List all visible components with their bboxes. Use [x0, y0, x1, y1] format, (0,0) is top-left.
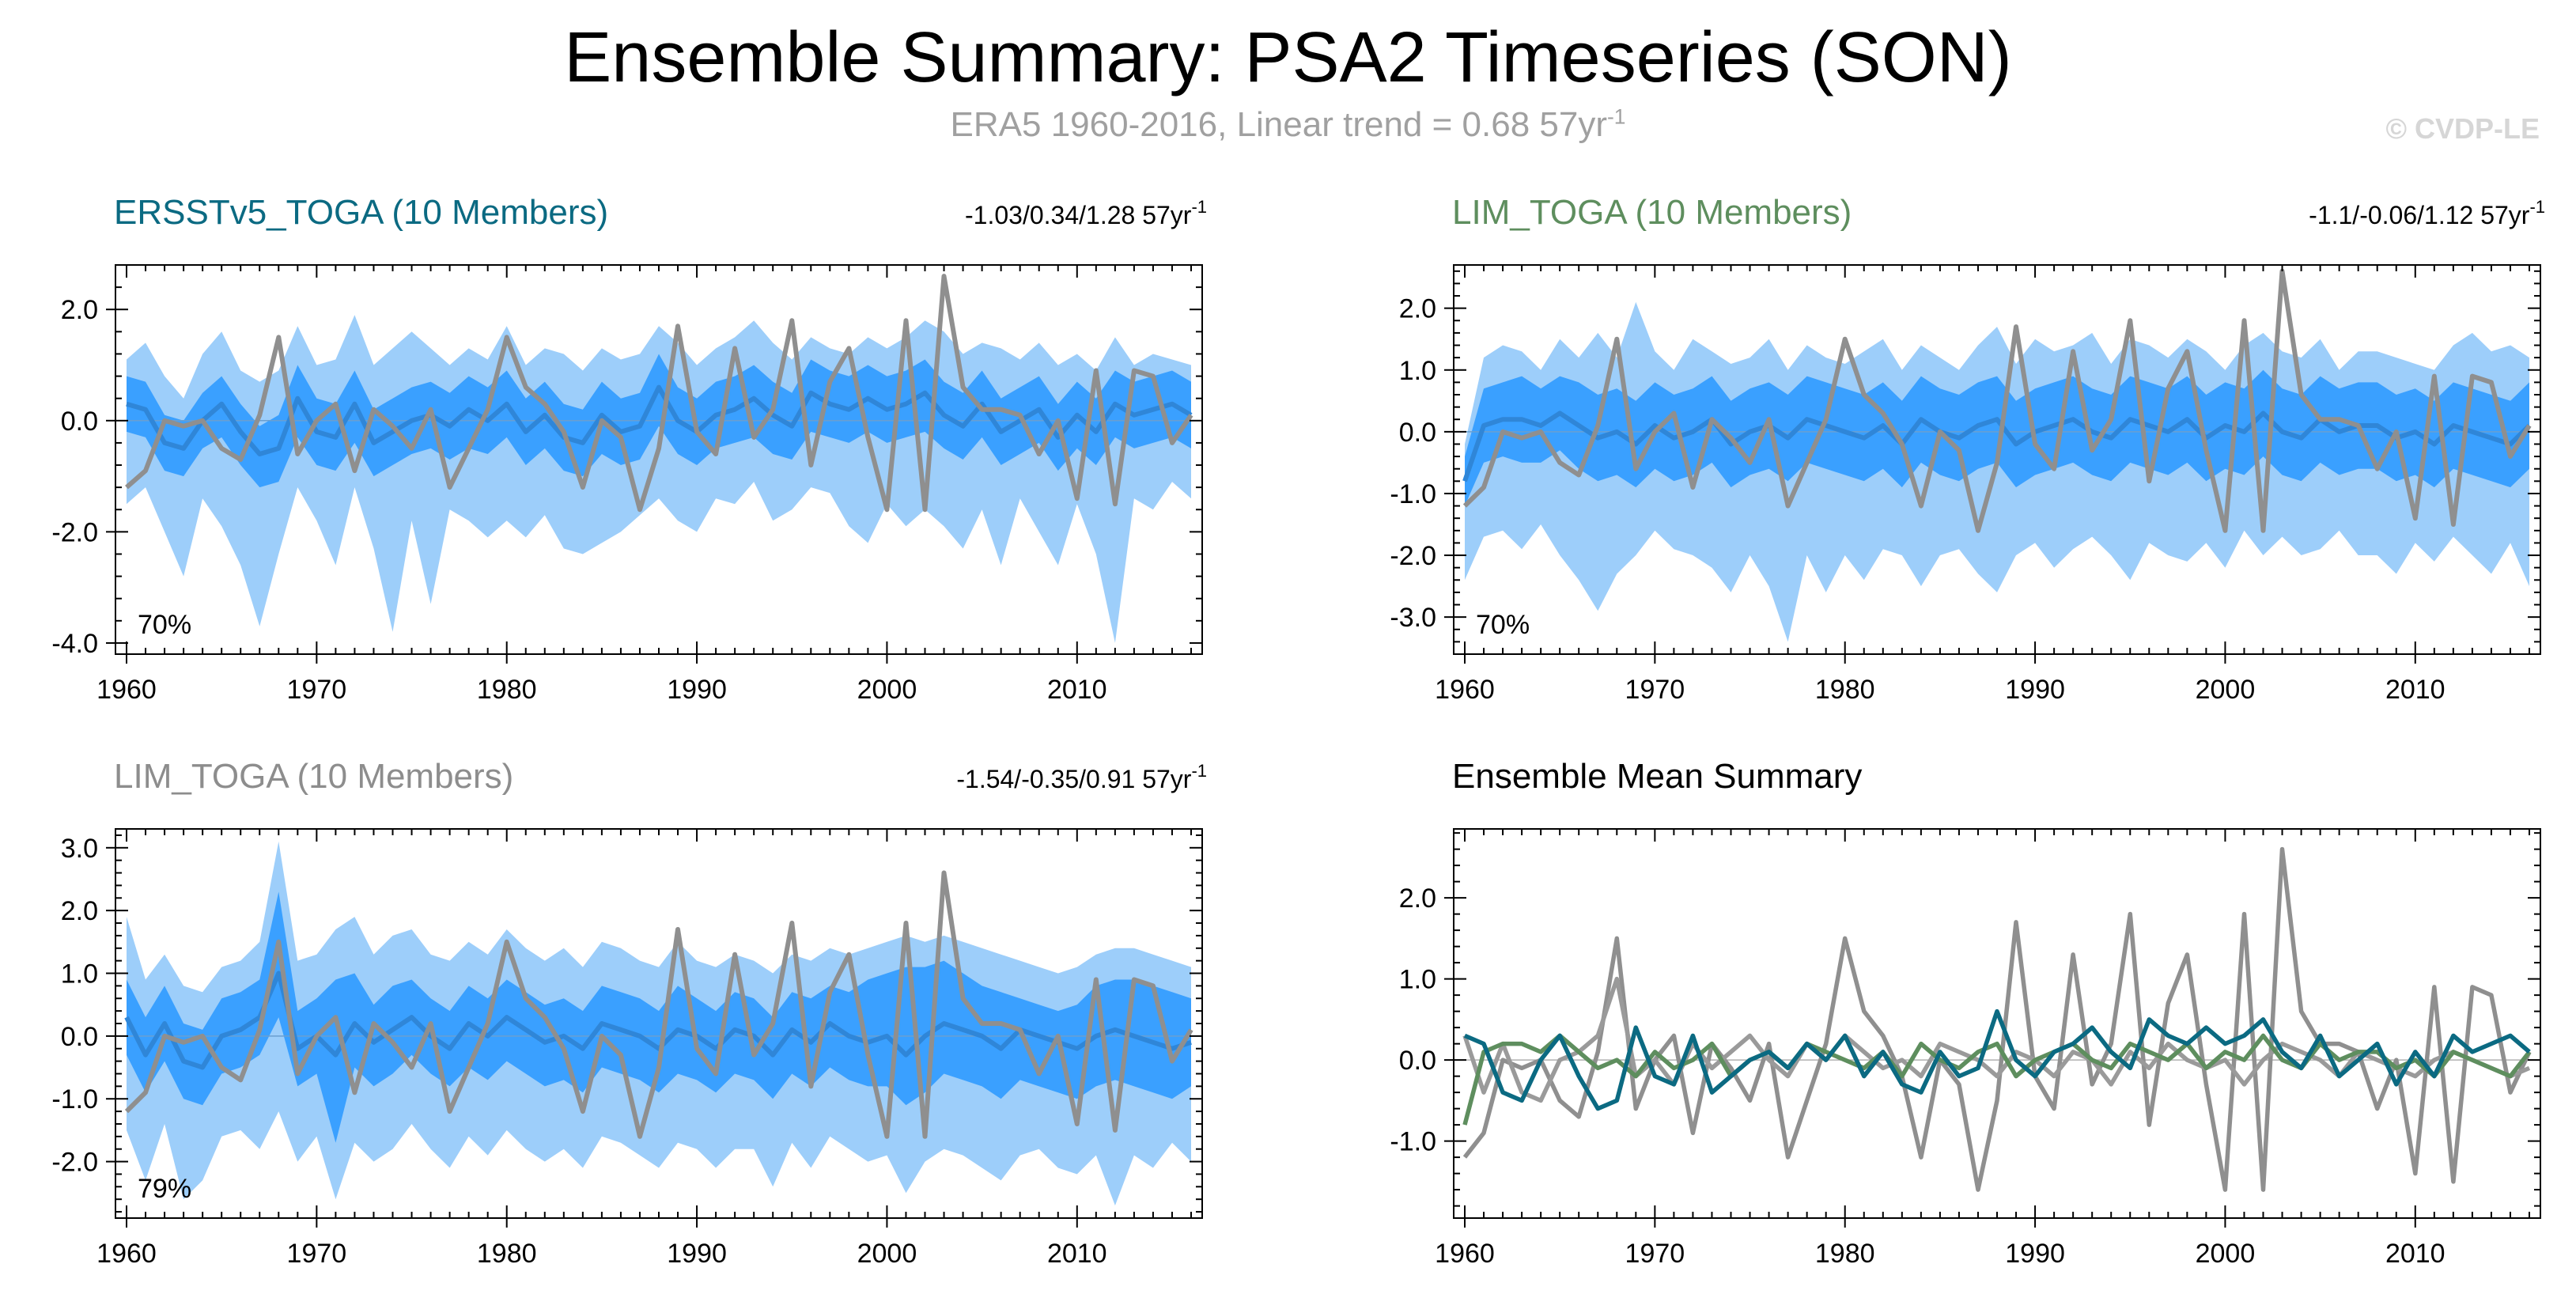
- series-line-4: [1463, 1008, 2531, 1111]
- panel-trend: -1.1/-0.06/1.12 57yr-1: [2309, 197, 2545, 229]
- x-tick-label: 1990: [667, 1239, 727, 1269]
- panel-title: Ensemble Mean Summary: [1452, 757, 1862, 796]
- subtitle-sup: -1: [1607, 104, 1626, 129]
- x-tick-label: 1970: [287, 675, 347, 705]
- y-tick-label: 2.0: [61, 295, 98, 325]
- plot-area: [115, 274, 1202, 643]
- x-tick-label: 1980: [1815, 675, 1875, 705]
- panel-trend: -1.54/-0.35/0.91 57yr-1: [956, 761, 1207, 793]
- panel-trend-value: -1.54/-0.35/0.91 57yr: [956, 765, 1191, 793]
- subtitle-text: ERA5 1960-2016, Linear trend = 0.68 57yr: [950, 105, 1607, 144]
- y-tick-label: 1.0: [61, 959, 98, 989]
- main-title: Ensemble Summary: PSA2 Timeseries (SON): [564, 18, 2012, 97]
- watermark: © CVDP-LE: [2385, 112, 2540, 145]
- x-tick-label: 1970: [287, 1239, 347, 1269]
- observed-line: [1462, 268, 2532, 533]
- y-tick-label: 3.0: [61, 834, 98, 864]
- x-tick-label: 2010: [2385, 675, 2445, 705]
- plot-area: [1454, 268, 2540, 642]
- plot-frame: [1453, 828, 2541, 1219]
- x-tick-label: 1980: [477, 675, 537, 705]
- x-tick-label: 2010: [1047, 1239, 1107, 1269]
- y-tick-label: -4.0: [51, 629, 98, 659]
- spread-band-70: [1465, 369, 2529, 506]
- panel-trend-value: -1.1/-0.06/1.12 57yr: [2309, 201, 2530, 229]
- ensemble-mean-line: [1462, 411, 2532, 482]
- y-tick-label: 0.0: [1399, 1046, 1436, 1076]
- y-tick-label: -2.0: [51, 517, 98, 547]
- panel-trend-sup: -1: [2529, 197, 2545, 217]
- panel-title: LIM_TOGA (10 Members): [1452, 193, 1852, 232]
- y-tick-label: 2.0: [61, 896, 98, 926]
- chart-panel-4: Ensemble Mean Summary 1960 1970 1980 1990 200…: [1390, 757, 2541, 1269]
- x-tick-label: 1960: [1435, 675, 1495, 705]
- x-tick-label: 1970: [1625, 1239, 1685, 1269]
- y-tick-label: 1.0: [1399, 356, 1436, 386]
- panel-title: ERSSTv5_TOGA (10 Members): [114, 193, 608, 232]
- percent-label: 79%: [138, 1174, 191, 1204]
- y-tick-label: -1.0: [1390, 479, 1436, 509]
- panel-trend-sup: -1: [1191, 761, 1207, 781]
- series-line-3: [1462, 1033, 2532, 1126]
- x-tick-label: 1970: [1625, 675, 1685, 705]
- ensemble-mean-line: [124, 971, 1192, 1070]
- observed-line: [124, 870, 1193, 1139]
- y-tick-label: 1.0: [1399, 965, 1436, 995]
- y-tick-label: -1.0: [1390, 1127, 1436, 1157]
- y-tick-label: -3.0: [1390, 603, 1436, 633]
- observed-line: [125, 274, 1193, 513]
- x-tick-label: 1990: [2005, 1239, 2065, 1269]
- x-tick-label: 2000: [2196, 675, 2256, 705]
- plot-area: [1454, 846, 2540, 1192]
- y-tick-label: 0.0: [61, 407, 98, 437]
- y-tick-label: 0.0: [61, 1022, 98, 1052]
- x-tick-label: 2000: [2196, 1239, 2256, 1269]
- x-tick-label: 1960: [96, 675, 157, 705]
- y-tick-label: 2.0: [1399, 294, 1436, 324]
- y-tick-label: 2.0: [1399, 884, 1436, 914]
- x-tick-label: 1980: [477, 1239, 537, 1269]
- plot-area: [115, 841, 1202, 1206]
- chart-panel-2: LIM_TOGA (10 Members) -1.1/-0.06/1.12 57y…: [1390, 193, 2545, 705]
- y-tick-label: -1.0: [51, 1084, 98, 1114]
- panel-title: LIM_TOGA (10 Members): [114, 757, 513, 796]
- x-tick-label: 1990: [667, 675, 727, 705]
- chart-panel-3: LIM_TOGA (10 Members) -1.54/-0.35/0.91 57…: [51, 757, 1207, 1269]
- y-tick-label: -2.0: [1390, 541, 1436, 571]
- spread-band-70: [127, 891, 1191, 1143]
- ensemble-mean-line: [126, 384, 1193, 456]
- series-line-1: [1462, 846, 2532, 1192]
- subtitle: ERA5 1960-2016, Linear trend = 0.68 57yr…: [0, 101, 2576, 149]
- x-tick-label: 1980: [1815, 1239, 1875, 1269]
- x-tick-label: 2000: [857, 1239, 917, 1269]
- x-tick-label: 1960: [96, 1239, 157, 1269]
- panel-trend-sup: -1: [1191, 197, 1207, 217]
- panel-trend-value: -1.03/0.34/1.28 57yr: [965, 201, 1192, 229]
- percent-label: 70%: [138, 610, 191, 640]
- y-tick-label: -2.0: [51, 1148, 98, 1178]
- x-tick-label: 2000: [857, 675, 917, 705]
- x-tick-label: 2010: [2385, 1239, 2445, 1269]
- chart-panel-1: ERSSTv5_TOGA (10 Members) -1.03/0.34/1.28…: [51, 193, 1207, 705]
- panel-trend: -1.03/0.34/1.28 57yr-1: [965, 197, 1207, 229]
- y-tick-label: 0.0: [1399, 418, 1436, 448]
- x-tick-label: 1990: [2005, 675, 2065, 705]
- x-tick-label: 1960: [1435, 1239, 1495, 1269]
- percent-label: 70%: [1476, 610, 1530, 640]
- x-tick-label: 2010: [1047, 675, 1107, 705]
